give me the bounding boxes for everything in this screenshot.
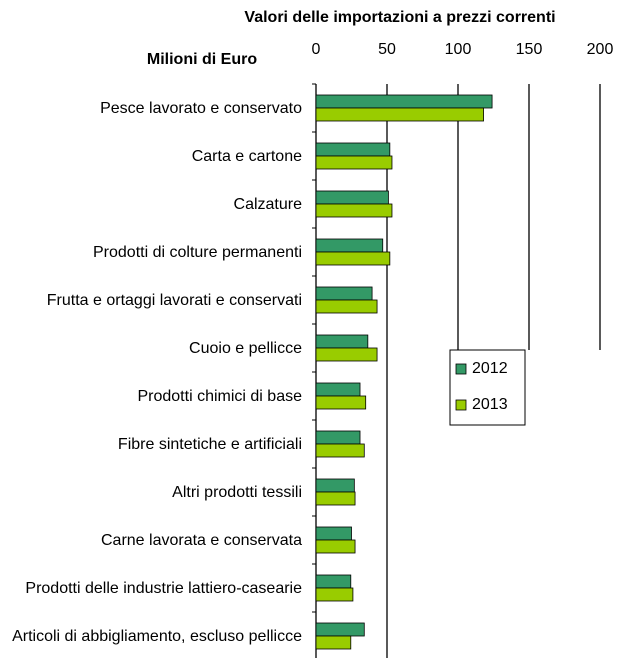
- legend-swatch: [455, 363, 467, 375]
- category-text: Cuoio e pellicce: [189, 339, 302, 357]
- category-text: Calzature: [233, 195, 302, 213]
- bar: [315, 299, 378, 314]
- category-text: Prodotti delle industrie lattiero-casear…: [25, 579, 302, 597]
- legend-label: 2012: [472, 360, 508, 377]
- bar: [315, 382, 361, 397]
- bar: [315, 430, 361, 445]
- y-tick-label: Articoli di abbigliamento, escluso pelli…: [12, 612, 302, 660]
- bar: [315, 491, 356, 506]
- y-tick-label: Pesce lavorato e conservato: [100, 84, 302, 132]
- category-text: Frutta e ortaggi lavorati e conservati: [46, 291, 302, 309]
- category-text: Carne lavorata e conservata: [101, 531, 302, 549]
- y-tick-label: Prodotti chimici di base: [137, 372, 302, 420]
- legend-swatch: [455, 399, 467, 411]
- y-tick-label: Prodotti di colture permanenti: [93, 228, 302, 276]
- bar: [315, 526, 352, 541]
- bar: [315, 155, 393, 170]
- category-text: Prodotti di colture permanenti: [93, 243, 302, 261]
- bar: [315, 347, 378, 362]
- bar: [315, 190, 389, 205]
- bar: [315, 574, 352, 589]
- bar: [315, 107, 484, 122]
- x-tick-label: 0: [312, 41, 321, 58]
- bar: [315, 539, 356, 554]
- category-text: Fibre sintetiche e artificiali: [117, 435, 302, 453]
- y-tick-label: Calzature: [234, 180, 302, 228]
- axis-label: Milioni di Euro: [147, 51, 257, 68]
- y-tick-label: Carne lavorata e conservata: [101, 516, 302, 564]
- y-tick-label: Carta e cartone: [192, 132, 302, 180]
- bar: [315, 443, 365, 458]
- x-tick-label: 150: [516, 41, 543, 58]
- chart-title: Valori delle importazioni a prezzi corre…: [244, 9, 555, 26]
- category-text: Pesce lavorato e conservato: [100, 99, 302, 117]
- bar: [315, 478, 355, 493]
- category-text: Carta e cartone: [191, 147, 302, 165]
- x-tick-label: 100: [445, 41, 472, 58]
- bar: [315, 635, 352, 650]
- bar: [315, 203, 393, 218]
- bar: [315, 587, 354, 602]
- bar: [315, 395, 367, 410]
- y-tick-label: Frutta e ortaggi lavorati e conservati: [47, 276, 302, 324]
- category-text: Prodotti chimici di base: [137, 387, 302, 405]
- y-tick-label: Altri prodotti tessili: [172, 468, 302, 516]
- bar: [315, 251, 391, 266]
- bar: [315, 142, 391, 157]
- bar: [315, 94, 493, 109]
- y-tick-label: Cuoio e pellicce: [189, 324, 302, 372]
- legend-box: [449, 349, 526, 426]
- bar: [315, 334, 369, 349]
- legend-label: 2013: [472, 396, 508, 413]
- y-tick-label: Prodotti delle industrie lattiero-casear…: [25, 564, 302, 612]
- category-text: Articoli di abbigliamento, escluso pelli…: [12, 627, 302, 645]
- bar: [315, 286, 373, 301]
- x-tick-label: 200: [587, 41, 614, 58]
- y-tick-label: Fibre sintetiche e artificiali: [118, 420, 302, 468]
- category-text: Altri prodotti tessili: [172, 483, 302, 501]
- bar: [315, 238, 384, 253]
- bar: [315, 622, 365, 637]
- x-tick-label: 50: [378, 41, 396, 58]
